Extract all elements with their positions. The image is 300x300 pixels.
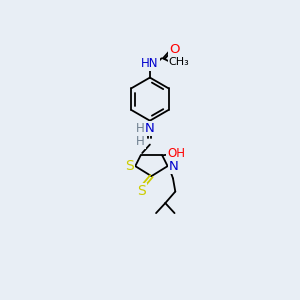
Text: N: N — [145, 122, 155, 135]
Text: H: H — [136, 135, 145, 148]
Text: S: S — [125, 159, 134, 173]
Text: N: N — [169, 160, 178, 172]
Text: S: S — [137, 184, 146, 198]
Text: O: O — [169, 44, 180, 56]
Text: H: H — [136, 122, 145, 135]
Text: HN: HN — [141, 57, 159, 70]
Text: OH: OH — [167, 147, 185, 160]
Text: CH₃: CH₃ — [169, 57, 190, 67]
